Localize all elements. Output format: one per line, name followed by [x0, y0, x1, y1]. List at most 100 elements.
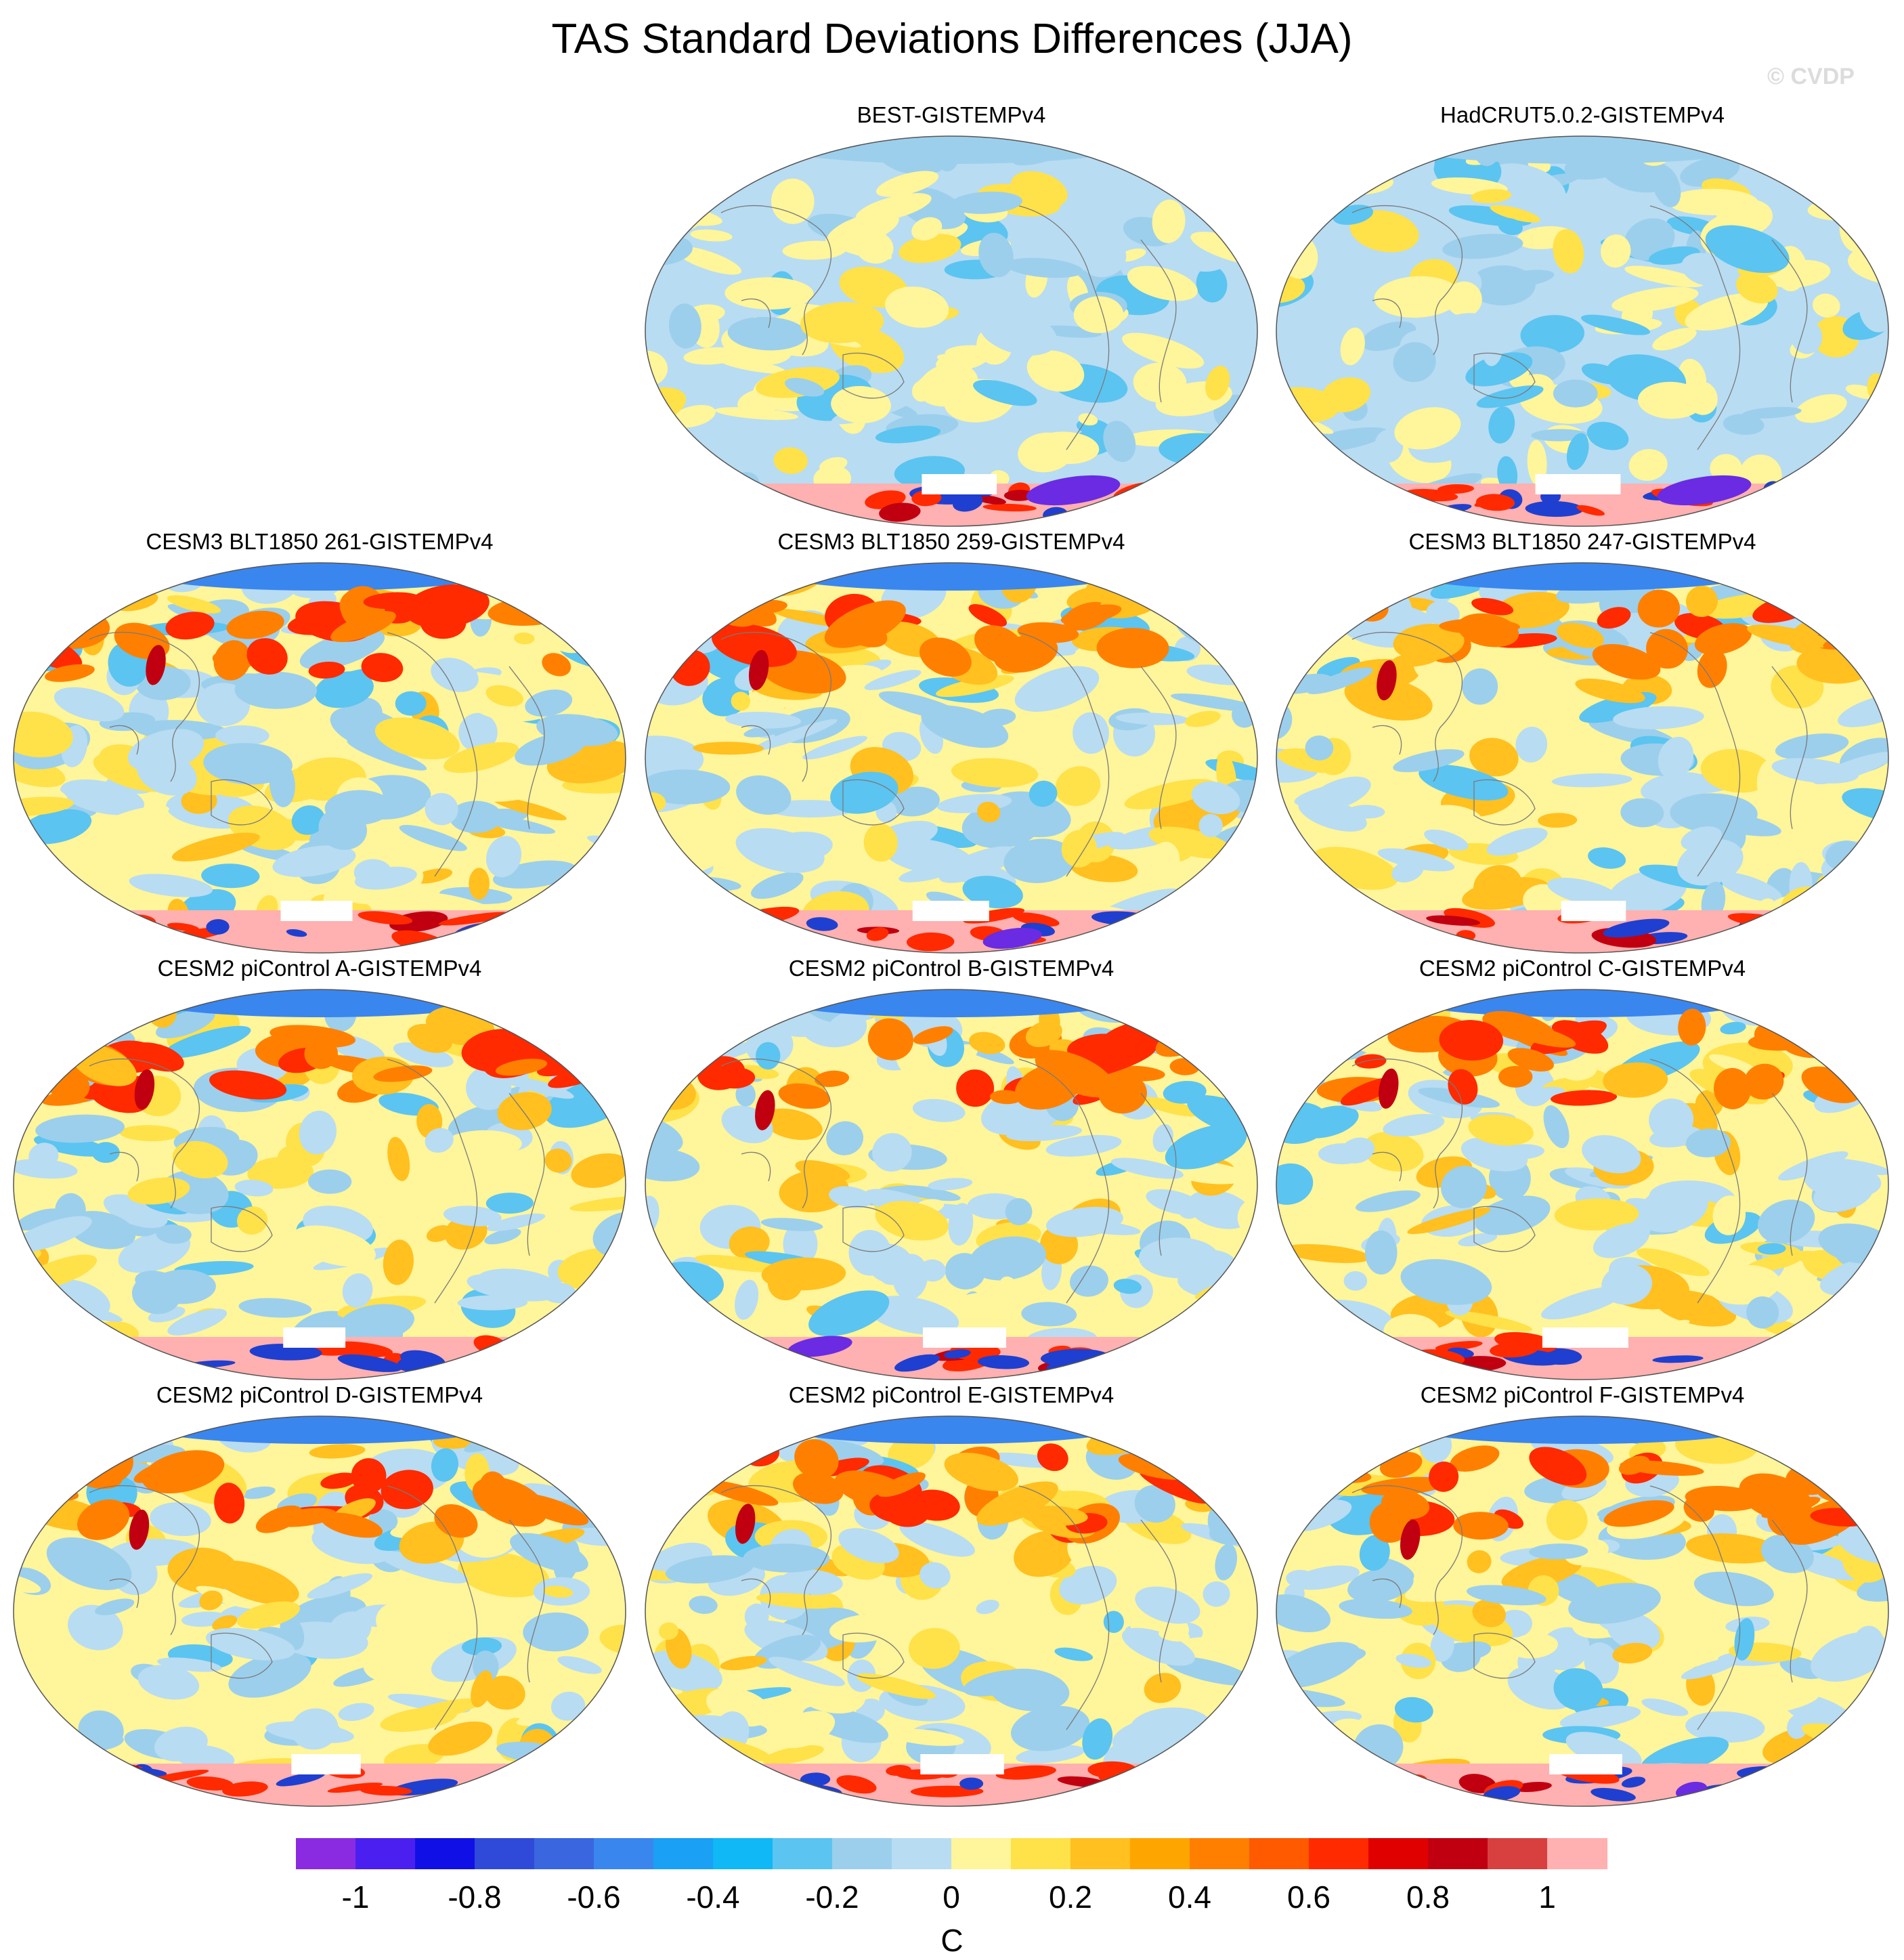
field-shading	[14, 1416, 626, 1806]
field-shading	[1276, 1416, 1888, 1806]
colorbar-tick-label: -1	[341, 1879, 370, 1915]
field-shading	[1276, 563, 1888, 953]
robinson-map	[645, 135, 1258, 527]
map-outline	[645, 135, 1258, 527]
robinson-map	[1276, 1415, 1889, 1807]
coastlines	[1351, 632, 1808, 877]
robinson-map	[1276, 562, 1889, 954]
map-panel-title: CESM2 piControl A-GISTEMPv4	[157, 956, 482, 981]
page-title: TAS Standard Deviations Differences (JJA…	[551, 16, 1353, 62]
robinson-map	[645, 562, 1258, 954]
map-panel-title: CESM3 BLT1850 247-GISTEMPv4	[1408, 529, 1756, 554]
robinson-map	[645, 989, 1258, 1380]
colorbar-swatch	[594, 1838, 654, 1869]
field-shading	[645, 989, 1257, 1380]
colorbar-swatch	[892, 1838, 952, 1869]
watermark: © CVDP	[1767, 64, 1855, 89]
field-shading	[1276, 989, 1888, 1380]
colorbar-tick-label: 0.2	[1049, 1879, 1092, 1915]
map-panel-title: HadCRUT5.0.2-GISTEMPv4	[1440, 102, 1725, 127]
colorbar-swatch	[1547, 1838, 1607, 1869]
colorbar-swatch	[296, 1838, 356, 1869]
colorbar-swatch	[415, 1838, 475, 1869]
map-outline	[645, 1415, 1258, 1807]
map-panel-title: CESM2 piControl F-GISTEMPv4	[1420, 1382, 1745, 1407]
map-outline	[645, 562, 1258, 954]
map-outline	[1276, 135, 1889, 527]
robinson-map	[1276, 135, 1889, 527]
colorbar-swatch	[1368, 1838, 1429, 1869]
map-outline	[13, 989, 626, 1380]
map-panel-cesm2-b: CESM2 piControl B-GISTEMPv4	[640, 955, 1263, 1388]
map-panel-hadcrut: HadCRUT5.0.2-GISTEMPv4	[1271, 102, 1894, 535]
colorbar-tick-label: 0	[943, 1879, 960, 1915]
map-panel-title: CESM2 piControl B-GISTEMPv4	[788, 956, 1115, 981]
map-panel-cesm2-e: CESM2 piControl E-GISTEMPv4	[640, 1382, 1263, 1815]
map-panel-cesm3-247: CESM3 BLT1850 247-GISTEMPv4	[1271, 528, 1894, 962]
map-outline	[13, 562, 626, 954]
colorbar-tick-label: -0.8	[448, 1879, 502, 1915]
colorbar-swatch	[773, 1838, 833, 1869]
map-panel-cesm3-261: CESM3 BLT1850 261-GISTEMPv4	[8, 528, 631, 962]
coastlines	[720, 1485, 1177, 1730]
map-panel-cesm2-c: CESM2 piControl C-GISTEMPv4	[1271, 955, 1894, 1388]
colorbar-swatch	[713, 1838, 773, 1869]
field-shading	[14, 563, 626, 953]
coastlines	[720, 632, 1177, 877]
colorbar-swatch	[1428, 1838, 1488, 1869]
map-panel-title: BEST-GISTEMPv4	[857, 102, 1046, 127]
colorbar-swatch	[1488, 1838, 1548, 1869]
colorbar-swatch	[355, 1838, 416, 1869]
colorbar-swatch	[1190, 1838, 1250, 1869]
coastlines	[1351, 205, 1808, 450]
colorbar-tick-label: 0.8	[1406, 1879, 1450, 1915]
coastlines	[89, 1485, 545, 1730]
coastlines	[1351, 1059, 1808, 1304]
map-panel-cesm2-f: CESM2 piControl F-GISTEMPv4	[1271, 1382, 1894, 1815]
coastlines	[1351, 1485, 1808, 1730]
colorbar-swatch	[1249, 1838, 1310, 1869]
colorbar	[296, 1838, 1607, 1869]
coastlines	[720, 1059, 1177, 1304]
colorbar-tick-label: 1	[1538, 1879, 1556, 1915]
colorbar-swatch	[1309, 1838, 1369, 1869]
colorbar-tick-label: -0.4	[686, 1879, 740, 1915]
field-shading	[645, 136, 1257, 526]
map-panel-cesm2-a: CESM2 piControl A-GISTEMPv4	[8, 955, 631, 1388]
map-panel-title: CESM3 BLT1850 261-GISTEMPv4	[146, 529, 494, 554]
robinson-map	[13, 989, 626, 1380]
map-panel-title: CESM2 piControl C-GISTEMPv4	[1419, 956, 1746, 981]
map-outline	[1276, 1415, 1889, 1807]
colorbar-swatch	[1070, 1838, 1131, 1869]
colorbar-swatch	[832, 1838, 892, 1869]
colorbar-tick-label: 0.4	[1168, 1879, 1211, 1915]
colorbar-swatch	[475, 1838, 535, 1869]
map-outline	[645, 989, 1258, 1380]
field-shading	[645, 563, 1257, 953]
colorbar-tick-label: -0.2	[805, 1879, 859, 1915]
map-panel-cesm3-259: CESM3 BLT1850 259-GISTEMPv4	[640, 528, 1263, 962]
colorbar-units: C	[940, 1923, 964, 1958]
field-shading	[1276, 136, 1888, 526]
colorbar-swatch	[1011, 1838, 1071, 1869]
coastlines	[89, 1059, 545, 1304]
map-outline	[1276, 989, 1889, 1380]
map-panel-cesm2-d: CESM2 piControl D-GISTEMPv4	[8, 1382, 631, 1815]
colorbar-swatch	[1130, 1838, 1190, 1869]
map-panel-best: BEST-GISTEMPv4	[640, 102, 1263, 535]
robinson-map	[1276, 989, 1889, 1380]
colorbar-tick-label: -0.6	[567, 1879, 621, 1915]
map-panel-title: CESM3 BLT1850 259-GISTEMPv4	[777, 529, 1125, 554]
map-panel-title: CESM2 piControl D-GISTEMPv4	[156, 1382, 483, 1407]
map-outline	[13, 1415, 626, 1807]
robinson-map	[13, 562, 626, 954]
coastlines	[89, 632, 545, 877]
colorbar-tick-label: 0.6	[1287, 1879, 1330, 1915]
robinson-map	[13, 1415, 626, 1807]
map-panel-title: CESM2 piControl E-GISTEMPv4	[788, 1382, 1115, 1407]
field-shading	[14, 989, 626, 1380]
robinson-map	[645, 1415, 1258, 1807]
map-outline	[1276, 562, 1889, 954]
coastlines	[720, 205, 1177, 450]
colorbar-swatch	[951, 1838, 1012, 1869]
